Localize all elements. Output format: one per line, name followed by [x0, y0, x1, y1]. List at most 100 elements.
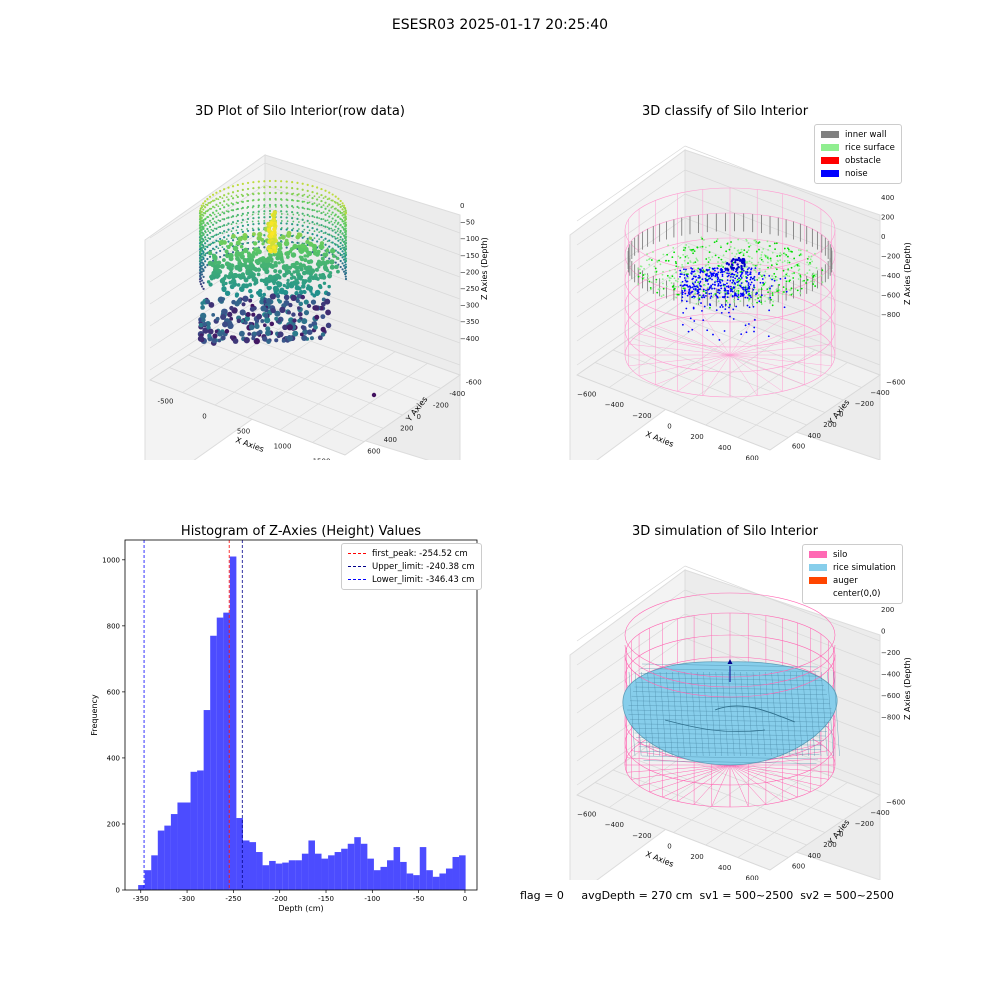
data-point: [227, 198, 230, 201]
histogram-bar: [144, 870, 152, 890]
data-point: [204, 206, 207, 209]
noise-point: [701, 309, 703, 312]
data-point: [286, 206, 289, 209]
rice-surface-point: [719, 245, 722, 248]
data-point: [345, 246, 347, 248]
noise-point: [738, 277, 740, 280]
noise-point: [705, 268, 708, 271]
data-point: [240, 272, 246, 277]
data-point: [223, 254, 226, 257]
noise-point: [736, 295, 739, 298]
noise-point: [734, 283, 737, 285]
grid-line: [576, 265, 686, 342]
data-point: [257, 186, 260, 189]
data-point: [204, 238, 207, 241]
noise-point: [744, 289, 747, 292]
silo-line: [628, 354, 731, 367]
y-tick-label: 600: [367, 447, 380, 455]
legend-item: Upper_limit: -240.38 cm: [348, 560, 475, 573]
data-point: [275, 205, 277, 208]
surface-mesh-line: [629, 700, 831, 704]
noise-point: [711, 287, 713, 290]
data-point: [327, 284, 331, 289]
noise-point: [691, 328, 694, 331]
grid-line: [576, 637, 686, 714]
data-point: [324, 213, 327, 216]
data-point: [200, 270, 203, 274]
rice-surface-point: [780, 253, 783, 256]
data-point: [322, 265, 328, 270]
rice-surface-point: [790, 266, 793, 269]
data-point: [236, 189, 239, 193]
data-point: [257, 210, 260, 213]
rice-surface-point: [705, 276, 708, 278]
data-point: [316, 192, 319, 195]
data-point: [305, 254, 310, 258]
rice-surface-point: [786, 261, 789, 264]
rice-surface-point: [806, 278, 809, 281]
data-point: [324, 201, 327, 204]
noise-point: [720, 304, 723, 306]
surface-mesh-line: [659, 671, 667, 757]
data-point: [344, 208, 346, 210]
rice-surface-point: [697, 281, 700, 284]
rice-surface-point: [666, 274, 669, 277]
data-point: [325, 322, 332, 329]
data-point: [341, 250, 344, 253]
y-tick-label: −200: [855, 820, 874, 828]
noise-point: [691, 296, 694, 299]
data-point: [282, 273, 287, 278]
data-point: [210, 249, 213, 252]
data-point: [221, 287, 227, 293]
data-point: [236, 318, 242, 324]
data-point: [341, 244, 344, 247]
data-point: [309, 289, 313, 293]
data-point: [331, 235, 334, 238]
data-point: [227, 240, 230, 243]
data-point: [219, 237, 222, 241]
data-point: [344, 269, 347, 272]
noise-point: [693, 275, 695, 278]
data-point: [268, 215, 272, 219]
data-point: [297, 193, 300, 195]
noise-point: [683, 268, 685, 271]
data-point: [322, 281, 327, 286]
rice-surface-point: [670, 282, 673, 284]
noise-point: [714, 283, 716, 286]
noise-point: [698, 288, 701, 291]
data-point: [280, 220, 283, 222]
data-point: [268, 209, 272, 213]
data-point: [337, 239, 340, 242]
noise-point: [753, 284, 755, 287]
noise-point: [720, 312, 723, 314]
data-point: [320, 256, 325, 261]
data-point: [202, 202, 205, 205]
data-point: [339, 229, 342, 233]
noise-point: [724, 308, 727, 311]
data-point: [322, 204, 325, 207]
noise-point: [723, 287, 726, 290]
data-point: [286, 213, 289, 216]
data-point: [292, 199, 295, 202]
data-point: [248, 253, 253, 258]
data-point: [202, 205, 205, 207]
rice-surface-point: [750, 261, 753, 264]
rice-surface-point: [653, 265, 656, 268]
noise-point: [762, 281, 764, 284]
surface-ridge: [714, 705, 796, 723]
rice-surface-point: [660, 295, 663, 298]
rice-surface-point: [773, 242, 776, 245]
data-point: [251, 232, 256, 236]
noise-point: [685, 280, 688, 283]
data-point: [199, 211, 201, 213]
z-tick-label: −200: [881, 649, 900, 657]
data-point: [218, 239, 225, 246]
rice-surface-point: [723, 291, 726, 294]
legend-line: [348, 579, 366, 580]
noise-point: [733, 261, 737, 264]
data-point: [310, 292, 314, 296]
data-point: [339, 245, 342, 248]
rice-surface-point: [692, 248, 695, 251]
noise-point: [709, 303, 711, 306]
histogram-bar: [210, 635, 217, 890]
